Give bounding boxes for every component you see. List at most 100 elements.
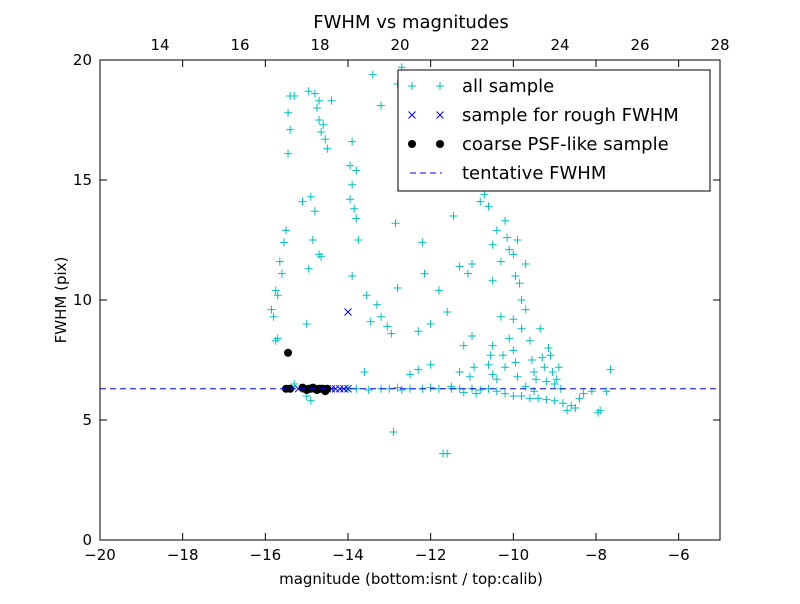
data-point-all-sample [284,108,293,117]
x-tick-label: −14 [332,546,364,564]
data-point-all-sample [317,252,326,261]
data-point-all-sample [525,336,534,345]
data-point-all-sample [503,233,512,242]
data-point-all-sample [496,312,505,321]
data-point-all-sample [517,296,526,304]
data-point-all-sample [476,197,485,206]
data-point-all-sample [321,135,330,144]
top-x-tick-label: 16 [230,36,249,54]
data-point-all-sample [484,202,493,211]
data-point-all-sample [602,387,611,396]
data-point-all-sample [544,344,553,352]
x-tick-label: −16 [250,546,282,564]
data-point-all-sample [459,388,468,397]
data-point-all-sample [546,351,555,360]
data-point-all-sample [290,380,299,388]
legend: all sample sample for rough FWHM coarse PS… [397,69,711,192]
data-point-all-sample [315,116,324,124]
data-point-all-sample [414,327,423,336]
top-x-tick-label: 26 [630,36,649,54]
legend-marker-x [436,111,444,119]
y-tick-label: 15 [73,171,92,189]
data-point-all-sample [362,291,371,300]
top-x-tick-label: 14 [150,36,169,54]
data-point-all-sample [470,363,479,372]
data-point-all-sample [418,238,427,247]
legend-label: all sample [462,76,554,97]
data-point-all-sample [575,394,584,403]
data-point-all-sample [267,305,276,314]
data-point-all-sample [348,137,357,146]
data-point-all-sample [496,257,505,266]
data-point-all-sample [290,92,299,100]
data-point-all-sample [319,120,328,129]
data-point-all-sample [313,104,321,112]
data-point-all-sample [348,272,357,280]
data-point-all-sample [393,284,402,292]
ticks-layer: −20 −18 −16 −14 −12 −10 −8 −6 14 16 18 20 22 24 26 28 0 5… [73,36,730,564]
data-point-all-sample [554,363,563,372]
data-point-all-sample [525,394,534,403]
data-point-all-sample [308,236,317,244]
data-point-all-sample [511,272,520,280]
y-tick-label: 5 [82,411,92,429]
data-point-all-sample [389,428,398,436]
data-point-all-sample [468,260,476,268]
data-point-all-sample [387,329,396,338]
data-point-all-sample [540,363,549,372]
data-point-all-sample [273,291,282,300]
data-point-all-sample [463,269,472,278]
top-x-tick-label: 18 [310,36,329,54]
data-point-all-sample [536,324,545,333]
data-point-all-sample [377,312,386,321]
data-point-all-sample [501,363,510,372]
data-point-rough-fwhm-sample [344,384,352,393]
data-point-all-sample [530,368,538,376]
plot-area [100,63,720,458]
data-point-all-sample [346,161,355,170]
data-point-all-sample [426,320,435,328]
data-point-all-sample [304,87,313,96]
data-point-all-sample [550,380,559,388]
data-point-all-sample [372,300,381,309]
data-point-all-sample [550,396,559,405]
data-point-all-sample [414,365,423,374]
chart-title: FWHM vs magnitudes [313,12,508,33]
data-point-all-sample [492,375,501,384]
data-point-all-sample [350,204,359,213]
y-tick-label: 20 [73,51,92,69]
data-point-all-sample [377,101,386,110]
data-point-all-sample [567,401,576,410]
legend-box [397,69,711,192]
legend-marker-plus [408,82,416,90]
data-point-all-sample [383,322,392,331]
data-point-all-sample [286,125,295,134]
data-point-all-sample [279,238,288,247]
data-point-all-sample [486,351,495,360]
data-point-all-sample [488,370,497,379]
data-point-all-sample [468,332,476,340]
y-tick-label: 10 [73,291,92,309]
x-axis-label: magnitude (bottom:isnt / top:calib) [279,570,543,588]
x-tick-label: −8 [585,546,607,564]
data-point-all-sample [348,180,357,189]
data-point-all-sample [397,386,406,394]
data-point-all-sample [538,353,547,362]
data-point-all-sample [352,166,361,175]
data-point-all-sample [271,336,280,345]
data-point-all-sample [323,144,332,153]
data-point-all-sample [476,386,485,394]
data-point-all-sample [443,449,452,458]
legend-marker-dot [436,140,444,148]
data-point-all-sample [302,320,311,328]
legend-label: tentative FWHM [462,163,606,184]
data-point-all-sample [542,377,551,386]
data-point-psf-like-sample [323,384,332,393]
data-point-all-sample [366,317,375,326]
data-point-all-sample [310,89,319,98]
x-tick-label: −18 [167,546,199,564]
data-point-all-sample [488,276,497,285]
data-point-all-sample [548,368,557,376]
data-point-all-sample [517,392,526,400]
